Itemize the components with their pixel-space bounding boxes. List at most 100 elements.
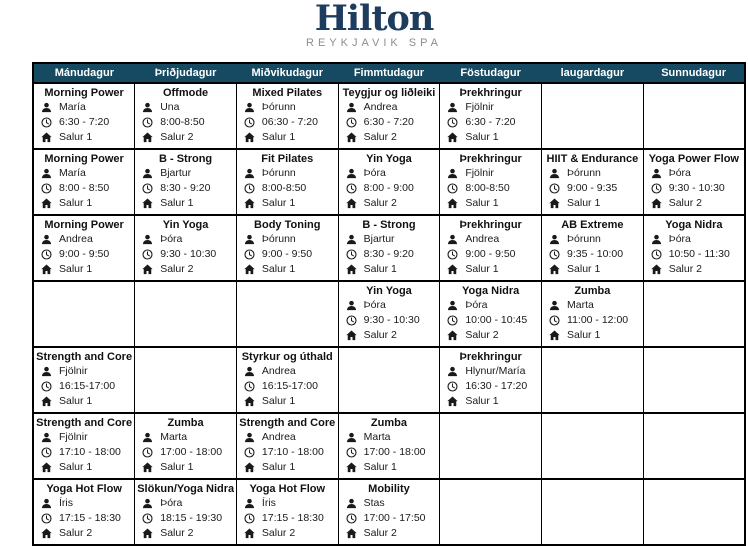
class-cell: Styrkur og úthald Andrea 16:15-17:00 [235, 346, 339, 414]
room-name: Salur 2 [668, 197, 702, 209]
class-time: 6:30 - 7:20 [363, 116, 414, 128]
class-cell: Yoga Nidra Þóra 10:50 - 11:30 [642, 214, 746, 282]
instructor-name: Fjölnir [465, 167, 494, 179]
room-name: Salur 2 [363, 329, 397, 341]
room-line: Salur 1 [544, 196, 641, 211]
instructor-name: Þóra [160, 497, 183, 509]
instructor-line: Þórunn [239, 232, 336, 247]
clock-icon [346, 513, 357, 524]
day-header-7: Sunnudagur [643, 63, 745, 84]
person-icon [244, 432, 255, 443]
person-icon [142, 102, 153, 113]
class-cell: Þrekhringur Fjölnir 6:30 - 7:20 [439, 82, 543, 150]
clock-icon [244, 249, 255, 260]
clock-icon [346, 117, 357, 128]
day-header-5: Föstudagur [439, 63, 542, 84]
home-icon [41, 132, 52, 143]
home-icon [142, 198, 153, 209]
home-icon [244, 264, 255, 275]
clock-icon [41, 249, 52, 260]
instructor-name: Þóra [465, 299, 488, 311]
class-time: 8:30 - 9:20 [363, 248, 414, 260]
instructor-name: Þórunn [567, 233, 601, 245]
instructor-name: Bjartur [160, 167, 192, 179]
empty-cell [642, 412, 746, 480]
instructor-line: Andrea [442, 232, 539, 247]
room-name: Salur 2 [160, 131, 194, 143]
class-entry: Þrekhringur Fjölnir 8:00-8:50 [440, 150, 541, 211]
class-name: HIIT & Endurance [546, 153, 639, 165]
class-cell: Strength and Core Fjölnir 16:15-17:00 [32, 346, 136, 414]
class-time: 17:00 - 18:00 [363, 446, 426, 458]
instructor-line: Bjartur [341, 232, 438, 247]
instructor-name: Fjölnir [59, 431, 88, 443]
time-line: 17:00 - 18:00 [137, 445, 234, 460]
person-icon [447, 168, 458, 179]
class-name: Strength and Core [36, 417, 133, 429]
class-cell: Body Toning Þórunn 9:00 - 9:50 [235, 214, 339, 282]
time-line: 17:15 - 18:30 [36, 511, 132, 526]
class-time: 17:15 - 18:30 [261, 512, 324, 524]
person-icon [244, 234, 255, 245]
class-name: AB Extreme [561, 219, 624, 231]
class-time: 8:30 - 9:20 [160, 182, 211, 194]
class-name: Teygjur og liðleiki [342, 87, 436, 99]
class-cell: Yoga Nidra Þóra 10:00 - 10:45 [439, 280, 543, 348]
person-icon [346, 432, 357, 443]
clock-icon [447, 183, 458, 194]
clock-icon [244, 447, 255, 458]
time-line: 8:00-8:50 [442, 181, 539, 196]
person-icon [447, 366, 458, 377]
room-name: Salur 1 [59, 197, 93, 209]
class-cell: Mixed Pilates Þórunn 06:30 - 7:20 [235, 82, 339, 150]
home-icon [244, 462, 255, 473]
room-line: Salur 1 [239, 262, 336, 277]
instructor-line: Þóra [341, 166, 438, 181]
instructor-line: Þóra [646, 166, 742, 181]
schedule-row: Morning Power María 6:30 - 7:20 [32, 82, 746, 150]
empty-cell [642, 82, 746, 150]
instructor-line: Bjartur [137, 166, 234, 181]
class-entry: Zumba Marta 11:00 - 12:00 [542, 282, 643, 343]
time-line: 9:00 - 9:35 [544, 181, 641, 196]
home-icon [41, 198, 52, 209]
class-entry: Zumba Marta 17:00 - 18:00 [339, 414, 440, 475]
instructor-name: Marta [567, 299, 594, 311]
class-entry: Mixed Pilates Þórunn 06:30 - 7:20 [237, 84, 338, 145]
class-cell: Yoga Power Flow Þóra 9:30 - 10:30 [642, 148, 746, 216]
time-line: 9:00 - 9:50 [442, 247, 539, 262]
clock-icon [142, 513, 153, 524]
time-line: 18:15 - 19:30 [137, 511, 234, 526]
person-icon [244, 498, 255, 509]
clock-icon [447, 249, 458, 260]
empty-cell [337, 346, 441, 414]
class-cell: Yin Yoga Þóra 9:30 - 10:30 [134, 214, 237, 282]
instructor-line: Þóra [341, 298, 438, 313]
class-cell: Teygjur og liðleiki Andrea 6:30 - 7:20 [337, 82, 441, 150]
class-name: Yoga Nidra [665, 219, 723, 231]
clock-icon [346, 249, 357, 260]
instructor-line: Fjölnir [442, 166, 539, 181]
instructor-name: Þóra [668, 167, 691, 179]
class-entry: Morning Power María 6:30 - 7:20 [34, 84, 134, 145]
class-name: B - Strong [362, 219, 416, 231]
person-icon [41, 432, 52, 443]
schedule-body: Morning Power María 6:30 - 7:20 [32, 82, 746, 546]
home-icon [142, 132, 153, 143]
schedule-row: Strength and Core Fjölnir 17:10 - 18:00 [32, 412, 746, 480]
class-entry: Teygjur og liðleiki Andrea 6:30 - 7:20 [339, 84, 440, 145]
empty-cell [439, 412, 543, 480]
instructor-name: Þórunn [261, 101, 296, 113]
instructor-name: Andrea [59, 233, 93, 245]
class-cell: Yoga Hot Flow Íris 17:15 - 18:30 [32, 478, 136, 546]
class-entry: Yin Yoga Þóra 8:00 - 9:00 [339, 150, 440, 211]
schedule-table: Mánudagur Þriðjudagur Miðvikudagur Fimmtuda… [32, 62, 746, 546]
time-line: 9:35 - 10:00 [544, 247, 641, 262]
day-header-2: Þriðjudagur [134, 63, 237, 84]
clock-icon [651, 183, 662, 194]
instructor-name: Íris [261, 497, 276, 509]
time-line: 9:30 - 10:30 [646, 181, 742, 196]
clock-icon [244, 513, 255, 524]
clock-icon [142, 447, 153, 458]
